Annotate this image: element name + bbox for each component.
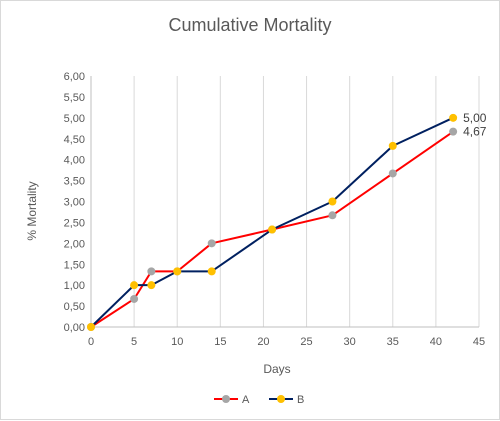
y-tick-label: 4,50 xyxy=(64,134,85,146)
marker-b xyxy=(268,225,277,234)
x-tick-label: 10 xyxy=(171,336,183,348)
marker-b xyxy=(207,267,216,276)
axes: 0 5 10 15 20 25 30 35 40 45 0,00 0,50 1,00 1,50 2,00 2,… xyxy=(64,71,486,348)
y-tick-label: 6,00 xyxy=(64,71,85,83)
legend-marker-b xyxy=(277,395,285,403)
grid-lines xyxy=(133,76,480,327)
marker-a xyxy=(328,211,337,220)
marker-b xyxy=(147,281,156,290)
marker-a xyxy=(147,267,156,276)
y-tick-label: 2,50 xyxy=(64,217,85,229)
marker-a xyxy=(207,239,216,248)
chart-title: Cumulative Mortality xyxy=(168,15,331,35)
series-markers xyxy=(87,113,458,331)
y-tick-label: 3,00 xyxy=(64,197,85,209)
y-tick-label: 1,00 xyxy=(64,280,85,292)
marker-b xyxy=(328,197,337,206)
y-tick-label: 0,00 xyxy=(64,322,85,334)
data-label-b: 5,00 xyxy=(463,111,487,125)
x-tick-label: 35 xyxy=(387,336,399,348)
x-tick-label: 5 xyxy=(131,336,137,348)
x-tick-label: 45 xyxy=(473,336,485,348)
marker-b xyxy=(449,113,458,122)
marker-b xyxy=(173,267,182,276)
y-tick-label: 3,50 xyxy=(64,176,85,188)
series-lines xyxy=(90,116,454,328)
legend-label-a: A xyxy=(242,394,250,406)
y-tick-label: 5,00 xyxy=(64,113,85,125)
marker-b xyxy=(388,141,397,150)
legend-marker-a xyxy=(222,395,230,403)
data-label-a: 4,67 xyxy=(463,125,487,139)
marker-a xyxy=(130,294,139,303)
y-tick-label: 1,50 xyxy=(64,259,85,271)
x-tick-label: 40 xyxy=(430,336,442,348)
marker-a xyxy=(388,169,397,178)
x-tick-label: 30 xyxy=(344,336,356,348)
legend-label-b: B xyxy=(297,394,304,406)
x-tick-label: 0 xyxy=(88,336,94,348)
data-labels: 5,004,67 xyxy=(463,111,487,139)
y-tick-label: 5,50 xyxy=(64,92,85,104)
x-axis-title: Days xyxy=(263,362,290,376)
y-axis-title: % Mortality xyxy=(25,181,39,240)
x-tick-label: 20 xyxy=(257,336,269,348)
marker-a xyxy=(449,127,458,136)
series-line-b xyxy=(90,116,454,328)
x-tick-label: 25 xyxy=(300,336,312,348)
y-tick-label: 2,00 xyxy=(64,238,85,250)
x-tick-label: 15 xyxy=(214,336,226,348)
y-tick-label: 4,00 xyxy=(64,155,85,167)
marker-b xyxy=(87,323,95,331)
marker-b xyxy=(130,281,139,290)
y-tick-label: 0,50 xyxy=(64,301,85,313)
